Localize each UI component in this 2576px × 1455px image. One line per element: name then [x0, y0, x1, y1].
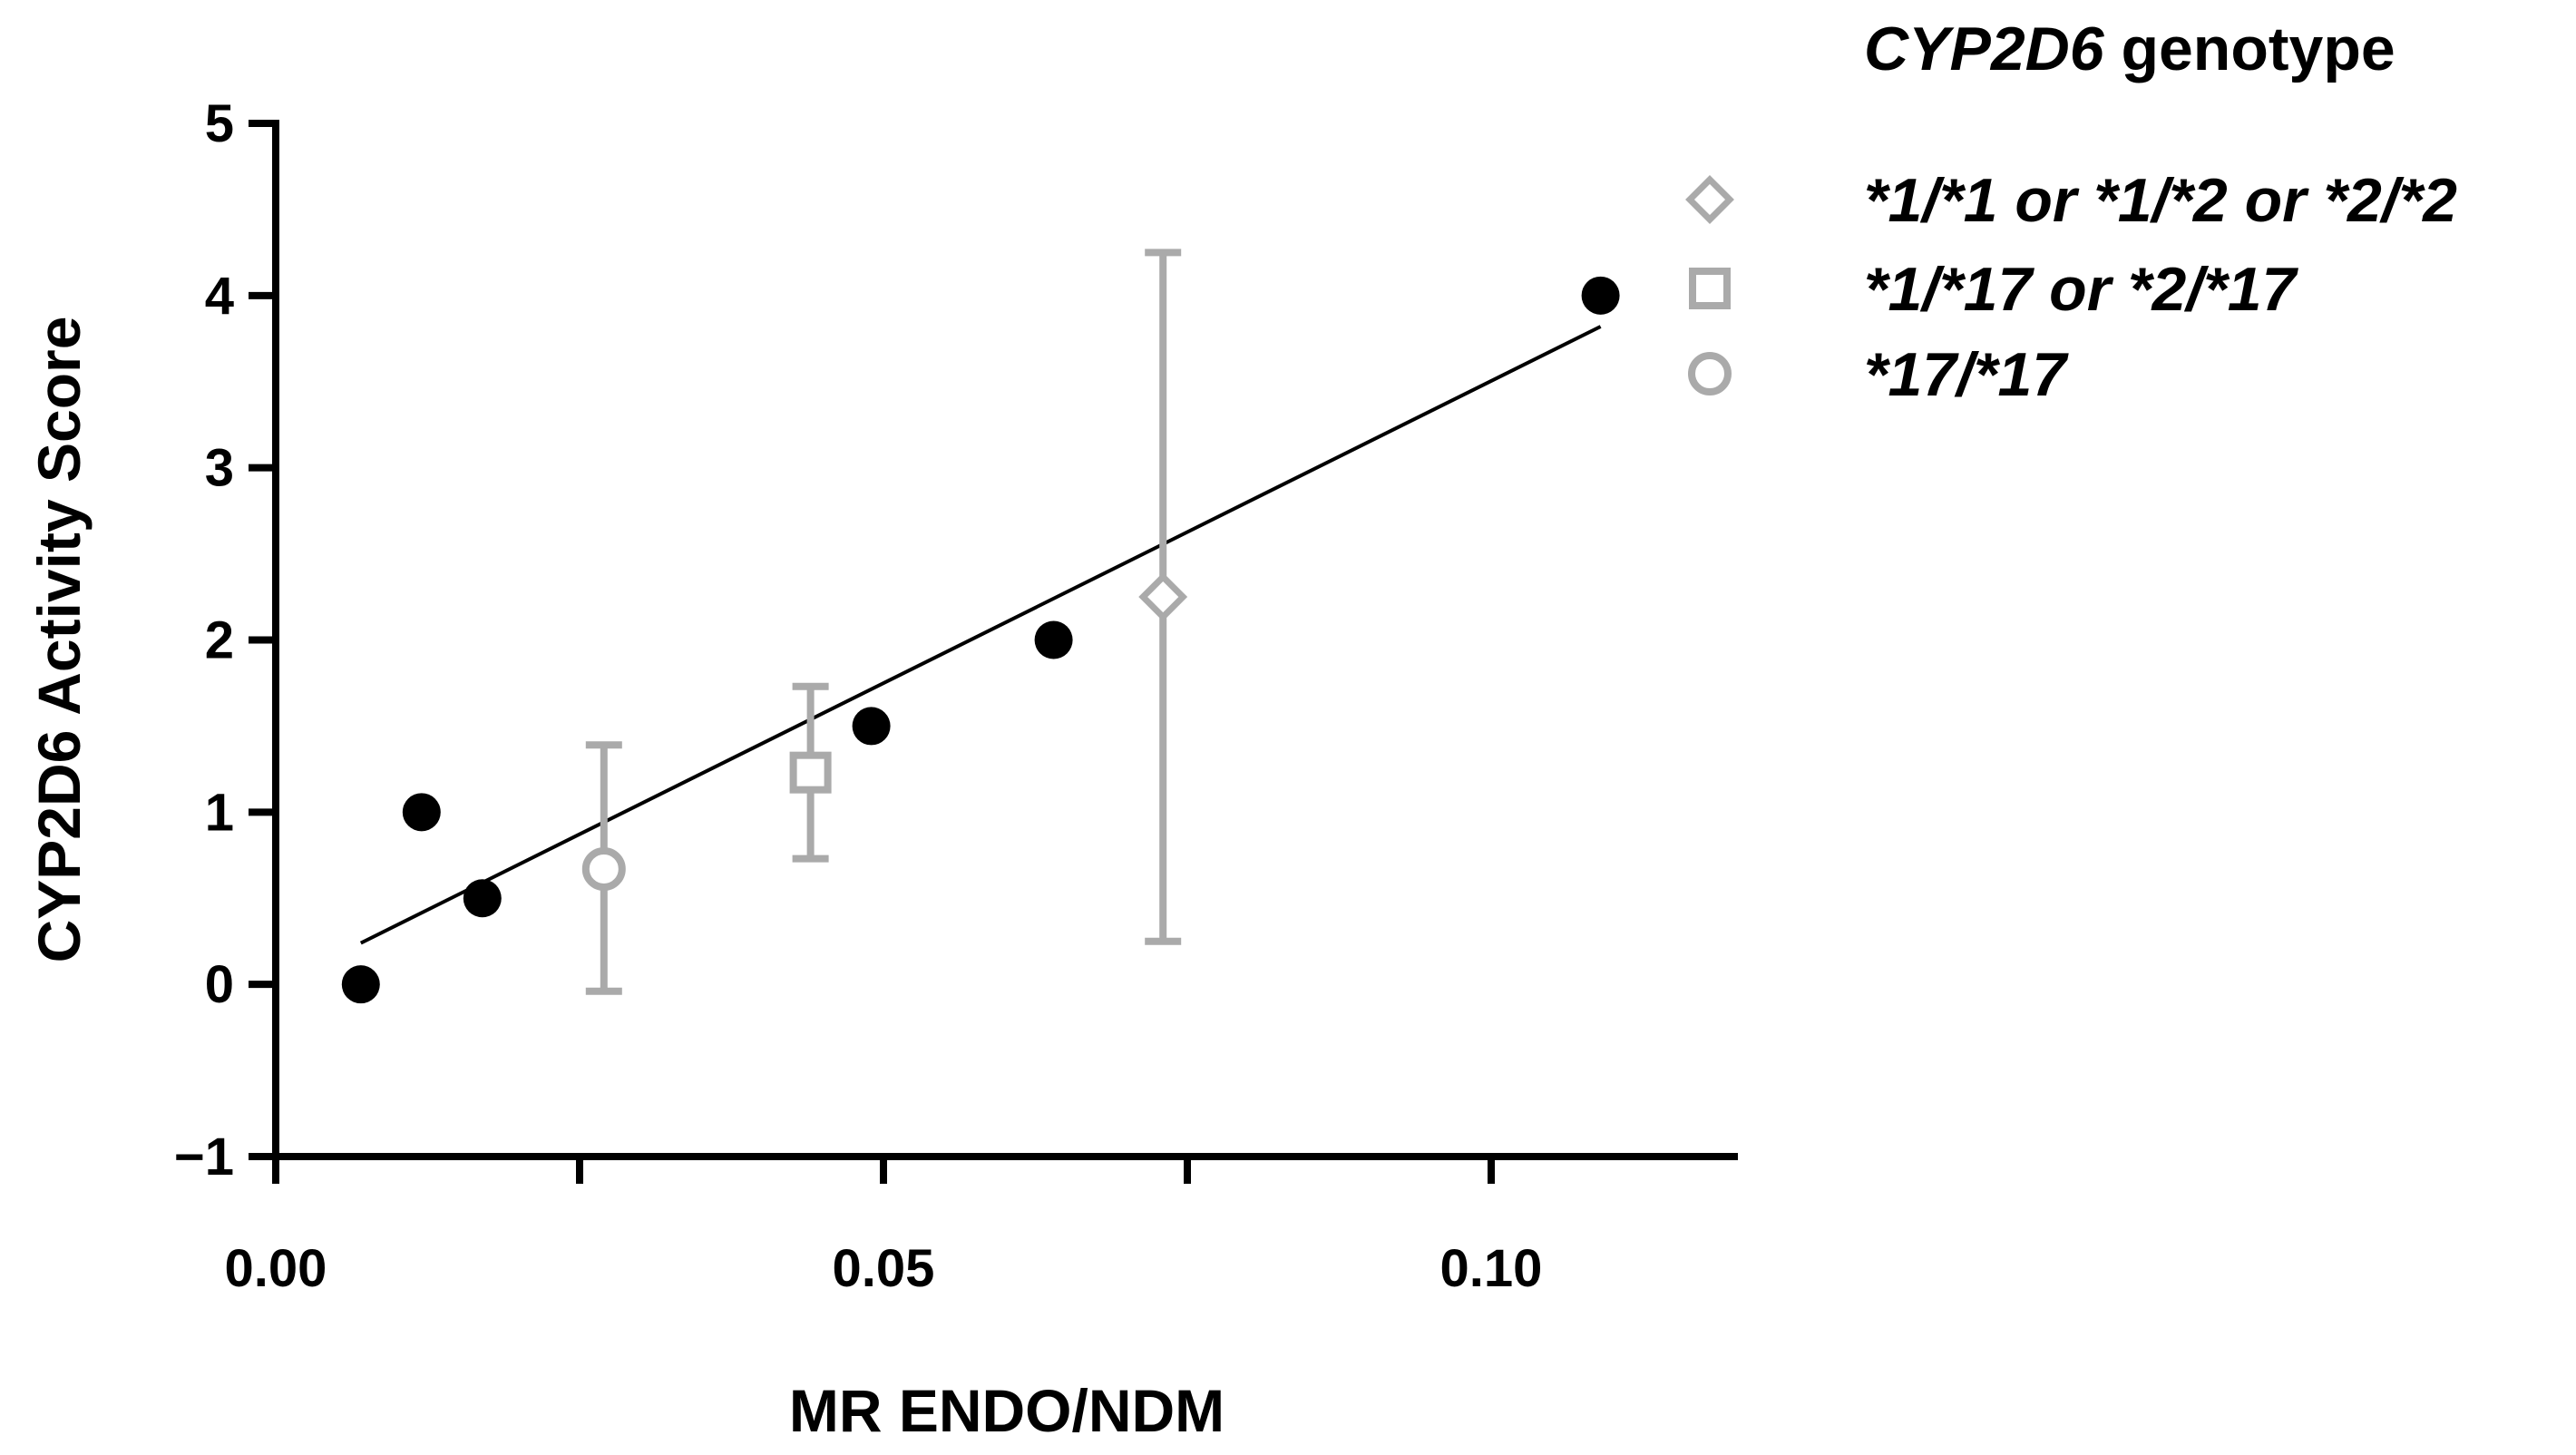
data-point	[1034, 620, 1073, 659]
legend: CYP2D6 genotype *1/*1 or *1/*2 or *2/*2*…	[1685, 15, 2457, 409]
data-point	[402, 793, 441, 832]
y-tick-label: 4	[205, 267, 234, 326]
ticks: −1 0 1 2 3 4 5 0.00 0.05 0.10	[174, 94, 1543, 1298]
mean-point	[789, 751, 832, 794]
legend-label: *1/*17 or *2/*17	[1864, 255, 2299, 324]
legend-title-gene: CYP2D6	[1864, 15, 2105, 83]
legend-label: *17/*17	[1864, 340, 2069, 409]
x-tick-label: 0.00	[225, 1239, 327, 1298]
data-point	[463, 879, 502, 918]
legend-label: *1/*1 or *1/*2 or *2/*2	[1864, 166, 2457, 235]
axes	[272, 120, 1738, 1160]
data-point	[341, 965, 380, 1004]
legend-entries: *1/*1 or *1/*2 or *2/*2 *1/*17 or *2/*17 *…	[1685, 166, 2457, 409]
fit-line	[359, 325, 1602, 945]
y-tick-label: 3	[205, 439, 234, 498]
legend-marker-icon	[1689, 268, 1731, 309]
x-axis-title: MR ENDO/NDM	[789, 1377, 1225, 1444]
legend-marker-icon	[1688, 352, 1732, 395]
x-tick-label: 0.10	[1440, 1239, 1543, 1298]
fit-line-layer	[359, 325, 1602, 945]
legend-marker-icon	[1685, 175, 1734, 224]
legend-title: CYP2D6 genotype	[1864, 15, 2395, 83]
data-points	[341, 276, 1620, 1004]
error-bars	[585, 249, 1182, 995]
data-point	[852, 707, 891, 746]
y-tick-label: −1	[174, 1128, 234, 1186]
legend-title-suffix: genotype	[2104, 15, 2395, 83]
y-tick-label: 2	[205, 611, 234, 670]
x-tick-label: 0.05	[833, 1239, 935, 1298]
mean-point	[1138, 572, 1188, 621]
data-point	[1581, 276, 1620, 315]
y-tick-label: 0	[205, 955, 234, 1014]
mean-point	[581, 846, 626, 891]
y-tick-label: 1	[205, 783, 234, 842]
y-axis-title: CYP2D6 Activity Score	[25, 317, 93, 963]
y-tick-label: 5	[205, 94, 234, 153]
